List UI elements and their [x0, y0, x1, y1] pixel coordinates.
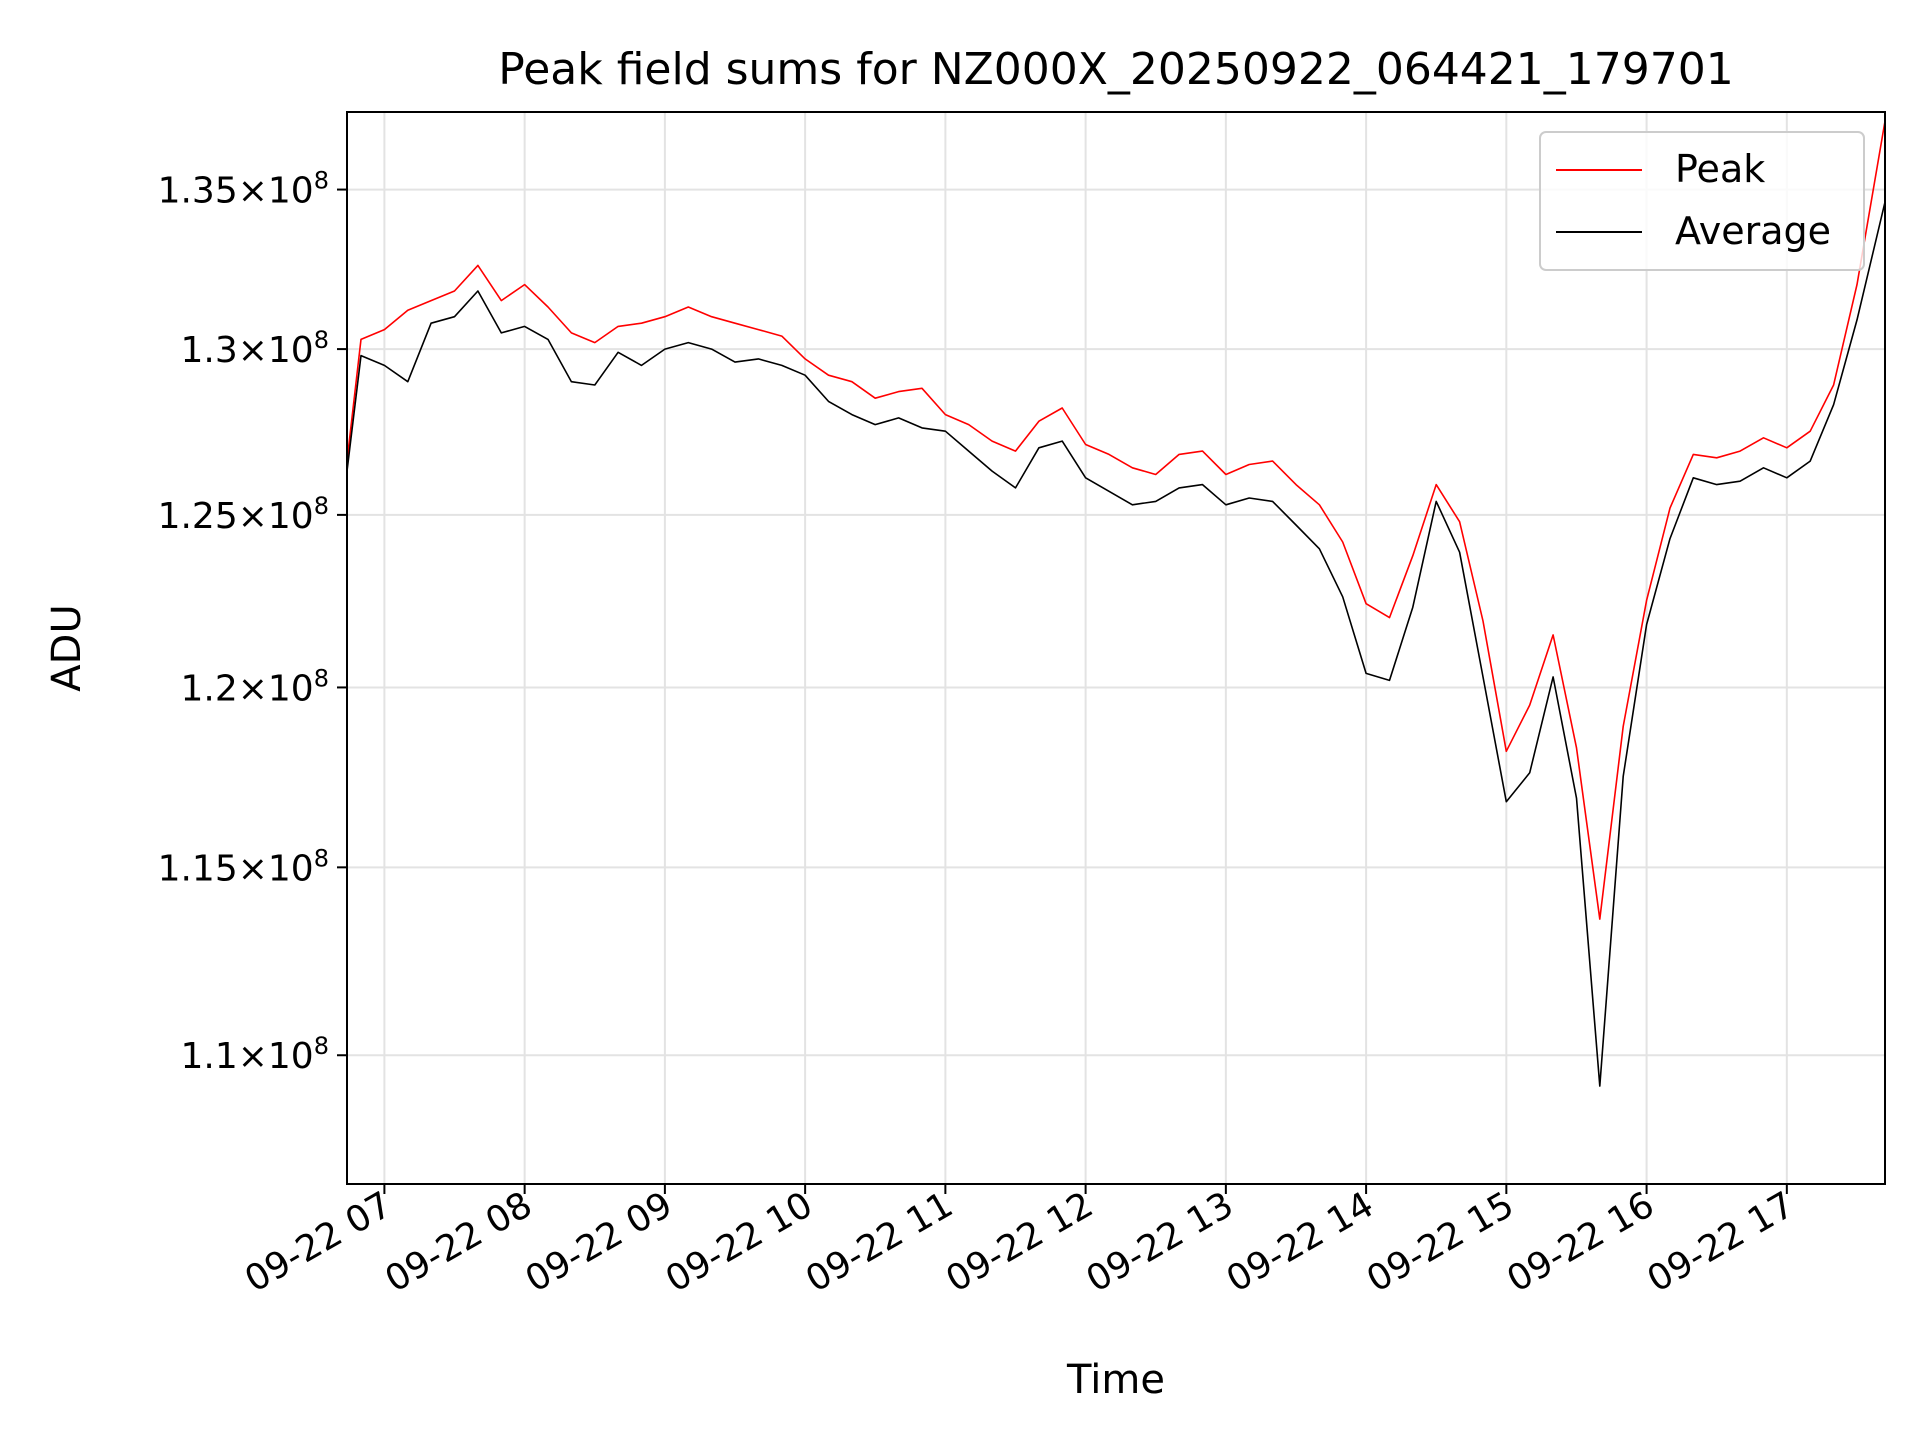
y-tick-mantissa: 1.3 [180, 330, 237, 371]
y-tick-exponent: 8 [314, 167, 329, 195]
legend: Peak Average [1539, 131, 1865, 271]
y-tick-mantissa: 1.1 [180, 1036, 237, 1077]
grid-layer [347, 112, 1885, 1184]
y-tick-times-ten: ×10 [238, 1036, 314, 1077]
y-tick-label: 1.2×108 [180, 664, 329, 709]
y-tick-label: 1.1×108 [180, 1032, 329, 1077]
y-tick-times-ten: ×10 [238, 496, 314, 537]
legend-box [1539, 131, 1865, 271]
x-axis-label: Time [1066, 1357, 1165, 1403]
plot-frame [346, 111, 1886, 1185]
y-tick-times-ten: ×10 [238, 330, 314, 371]
y-tick-times-ten: ×10 [238, 668, 314, 709]
y-tick-exponent: 8 [314, 326, 329, 354]
chart-title: Peak field sums for NZ000X_20250922_0644… [498, 44, 1734, 95]
y-tick-exponent: 8 [314, 1032, 329, 1060]
y-axis-ticks: 1.1×1081.15×1081.2×1081.25×1081.3×1081.3… [158, 167, 347, 1077]
y-axis-label: ADU [44, 604, 90, 691]
legend-label-peak: Peak [1675, 147, 1765, 191]
y-tick-exponent: 8 [314, 844, 329, 872]
y-tick-times-ten: ×10 [238, 848, 314, 889]
series-line-average [347, 201, 1885, 1087]
y-tick-label: 1.35×108 [158, 167, 329, 212]
y-tick-mantissa: 1.35 [158, 171, 238, 212]
y-tick-times-ten: ×10 [238, 171, 314, 212]
y-tick-mantissa: 1.25 [158, 496, 238, 537]
legend-label-average: Average [1675, 209, 1831, 253]
y-tick-mantissa: 1.15 [158, 848, 238, 889]
y-tick-exponent: 8 [314, 664, 329, 692]
y-tick-label: 1.3×108 [180, 326, 329, 371]
series-layer [347, 121, 1885, 1087]
series-line-peak [347, 121, 1885, 920]
y-tick-mantissa: 1.2 [180, 668, 237, 709]
y-tick-label: 1.15×108 [158, 844, 329, 889]
y-tick-exponent: 8 [314, 492, 329, 520]
y-tick-label: 1.25×108 [158, 492, 329, 537]
